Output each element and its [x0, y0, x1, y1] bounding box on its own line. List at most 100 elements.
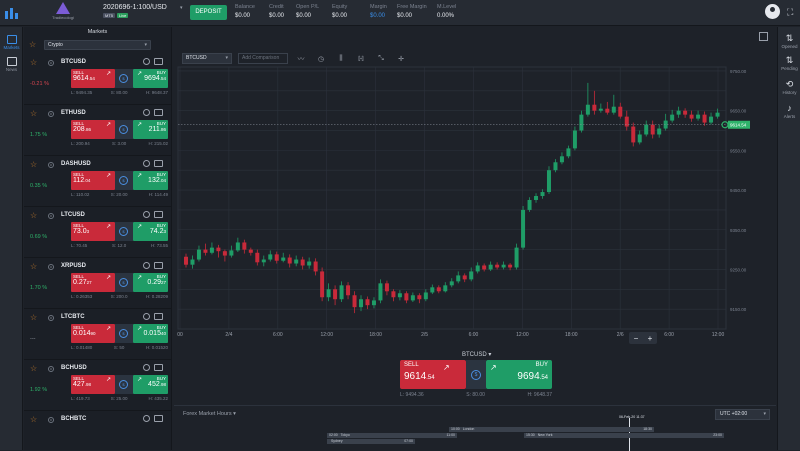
chart-icon[interactable] — [154, 313, 163, 320]
deposit-button[interactable]: DEPOSIT — [190, 5, 227, 20]
buy-button[interactable]: ↗ BUY 452.98 — [133, 375, 168, 394]
chart-icon[interactable] — [154, 160, 163, 167]
favorite-star-icon[interactable]: ☆ — [30, 160, 38, 169]
info-icon[interactable] — [143, 313, 150, 320]
market-info[interactable]: $ — [115, 222, 133, 241]
app-logo-icon[interactable] — [5, 7, 21, 19]
market-category-select[interactable]: Crypto ▾ — [44, 40, 151, 50]
zoom-out-button[interactable]: − — [633, 333, 639, 343]
indicator-icon[interactable]: ℍ — [358, 55, 364, 63]
info-icon[interactable] — [143, 109, 150, 116]
candle-body — [534, 196, 539, 200]
market-info[interactable]: $ — [115, 375, 133, 394]
info-icon[interactable] — [143, 160, 150, 167]
market-row[interactable]: ☆ 0 XRPUSD 1.70 % SELL ↗ 0.2727 $ ↗ BUY 0.2927 L: 0… — [24, 258, 171, 309]
chart-icon[interactable] — [154, 109, 163, 116]
clock-icon[interactable]: ◷ — [317, 55, 325, 63]
favorite-star-icon[interactable]: ☆ — [30, 313, 38, 322]
change-percent: 0.35 % — [30, 183, 48, 189]
nav-opened[interactable]: ⇅ Opened — [778, 33, 800, 49]
session-name: Sydney — [330, 439, 343, 443]
candlestick-chart[interactable]: 9750.00 9650.00 9550.00 9450.00 9350.00 9250.… — [174, 27, 776, 347]
layout-grid-icon[interactable] — [759, 32, 768, 41]
user-avatar-icon[interactable] — [765, 4, 780, 19]
draw-icon[interactable]: ⤡ — [378, 54, 384, 62]
chart-icon[interactable] — [154, 211, 163, 218]
buy-button[interactable]: ↗ BUY 9694.54 — [486, 360, 552, 389]
line-tool-icon[interactable]: 〰 — [297, 55, 305, 63]
market-row[interactable]: ☆ 0 BCHBTC — [24, 411, 171, 450]
market-hours-title[interactable]: Forex Market Hours ▾ — [183, 411, 236, 417]
right-nav: ⇅ Opened ⇅ Pending ⟲ History ♪ Alerts — [777, 27, 800, 450]
favorite-star-icon[interactable]: ☆ — [30, 58, 38, 67]
sell-button[interactable]: SELL ↗ 0.01490 — [71, 324, 115, 343]
fullscreen-icon[interactable]: ⛶ — [787, 7, 794, 17]
chart-icon[interactable] — [154, 262, 163, 269]
sell-button[interactable]: SELL ↗ 0.2727 — [71, 273, 115, 292]
chart-area[interactable]: BTCUSD Add Comparison 〰 ◷ ⫼ ℍ ⤡ ✛ 9750.0… — [174, 27, 776, 347]
timezone-select[interactable]: UTC +02:00 — [715, 409, 770, 420]
sell-button[interactable]: SELL ↗ 112.04 — [71, 171, 115, 190]
buy-button[interactable]: ↗ BUY 211.86 — [133, 120, 168, 139]
nav-markets[interactable]: Markets — [0, 35, 23, 50]
buy-button[interactable]: ↗ BUY 74.23 — [133, 222, 168, 241]
nav-news[interactable]: News — [0, 57, 23, 72]
sell-button[interactable]: SELL ↗ 9614.54 — [71, 69, 115, 88]
buy-button[interactable]: ↗ BUY 9694.54 — [133, 69, 168, 88]
nav-pending[interactable]: ⇅ Pending — [778, 55, 800, 71]
info-icon[interactable] — [143, 364, 150, 371]
market-info[interactable]: $ — [115, 69, 133, 88]
market-high: H: 73.55 — [150, 243, 168, 248]
arrow-up-right-icon: ↗ — [137, 173, 143, 179]
buy-button[interactable]: ↗ BUY 132.04 — [133, 171, 168, 190]
add-comparison-input[interactable]: Add Comparison — [238, 53, 288, 64]
favorite-star-icon[interactable]: ☆ — [30, 364, 38, 373]
nav-opened-label: Opened — [781, 44, 798, 49]
sell-button[interactable]: SELL ↗ 427.98 — [71, 375, 115, 394]
nav-history[interactable]: ⟲ History — [778, 79, 800, 95]
candles-icon[interactable]: ⫼ — [339, 54, 343, 62]
chart-icon[interactable] — [154, 364, 163, 371]
info-icon[interactable] — [143, 58, 150, 65]
chart-icon[interactable] — [154, 415, 163, 422]
info-icon[interactable] — [143, 262, 150, 269]
chart-icon[interactable] — [154, 58, 163, 65]
market-info[interactable]: $ — [115, 324, 133, 343]
zoom-in-button[interactable]: + — [647, 333, 653, 343]
sell-button[interactable]: SELL ↗ 73.03 — [71, 222, 115, 241]
market-info[interactable]: $ — [115, 171, 133, 190]
trade-info[interactable]: $ — [466, 360, 486, 389]
info-icon[interactable] — [143, 415, 150, 422]
chart-symbol-select[interactable]: BTCUSD — [182, 53, 232, 64]
sell-button[interactable]: SELL ↗ 208.86 — [71, 120, 115, 139]
market-info[interactable]: $ — [115, 273, 133, 292]
sell-button[interactable]: SELL ↗ 9614.54 — [400, 360, 466, 389]
nav-alerts[interactable]: ♪ Alerts — [778, 103, 800, 119]
account-selector[interactable]: 2020696-1:100/USD MT5 Live ▾ — [103, 4, 183, 18]
market-row[interactable]: ☆ 0 ETHUSD 1.75 % SELL ↗ 208.86 $ ↗ BUY 211.86 L: 2… — [24, 105, 171, 156]
candle-body — [248, 249, 253, 253]
favorite-star-icon[interactable]: ☆ — [30, 415, 38, 424]
market-row[interactable]: ☆ 0 LTCBTC --- SELL ↗ 0.01490 $ ↗ BUY 0.01540 L: 0.… — [24, 309, 171, 360]
buy-button[interactable]: ↗ BUY 0.01540 — [133, 324, 168, 343]
candle-body — [709, 116, 714, 123]
markets-panel: Markets ☆ Crypto ▾ ☆ 0 BTCUSD -0.21 % SELL ↗ 9… — [24, 27, 172, 450]
market-info[interactable]: $ — [115, 120, 133, 139]
favorite-star-icon[interactable]: ☆ — [30, 109, 38, 118]
arrow-up-right-icon: ↗ — [137, 122, 143, 128]
info-icon[interactable] — [143, 211, 150, 218]
market-row[interactable]: ☆ 0 LTCUSD 0.69 % SELL ↗ 73.03 $ ↗ BUY 74.23 L: 70.… — [24, 207, 171, 258]
buy-button[interactable]: ↗ BUY 0.2927 — [133, 273, 168, 292]
trade-symbol[interactable]: BTCUSD ▾ — [462, 352, 492, 358]
zoom-controls: − + — [629, 332, 657, 344]
market-row[interactable]: ☆ 0 DASHUSD 0.35 % SELL ↗ 112.04 $ ↗ BUY 132.04 L: … — [24, 156, 171, 207]
favorite-star-icon[interactable]: ☆ — [30, 211, 38, 220]
market-row[interactable]: ☆ 0 BTCUSD -0.21 % SELL ↗ 9614.54 $ ↗ BUY 9694.54 L… — [24, 54, 171, 105]
buy-label: BUY — [156, 121, 166, 126]
crosshair-icon[interactable]: ✛ — [398, 55, 404, 63]
favorite-star-icon[interactable]: ☆ — [30, 262, 38, 271]
favorites-star-icon[interactable]: ☆ — [29, 40, 37, 49]
x-tick-label: 6:00 — [664, 332, 674, 338]
market-row[interactable]: ☆ 0 BCHUSD 1.92 % SELL ↗ 427.98 $ ↗ BUY 452.98 L: 4… — [24, 360, 171, 411]
stat-m-level: M.Level 0.00% — [437, 4, 456, 19]
